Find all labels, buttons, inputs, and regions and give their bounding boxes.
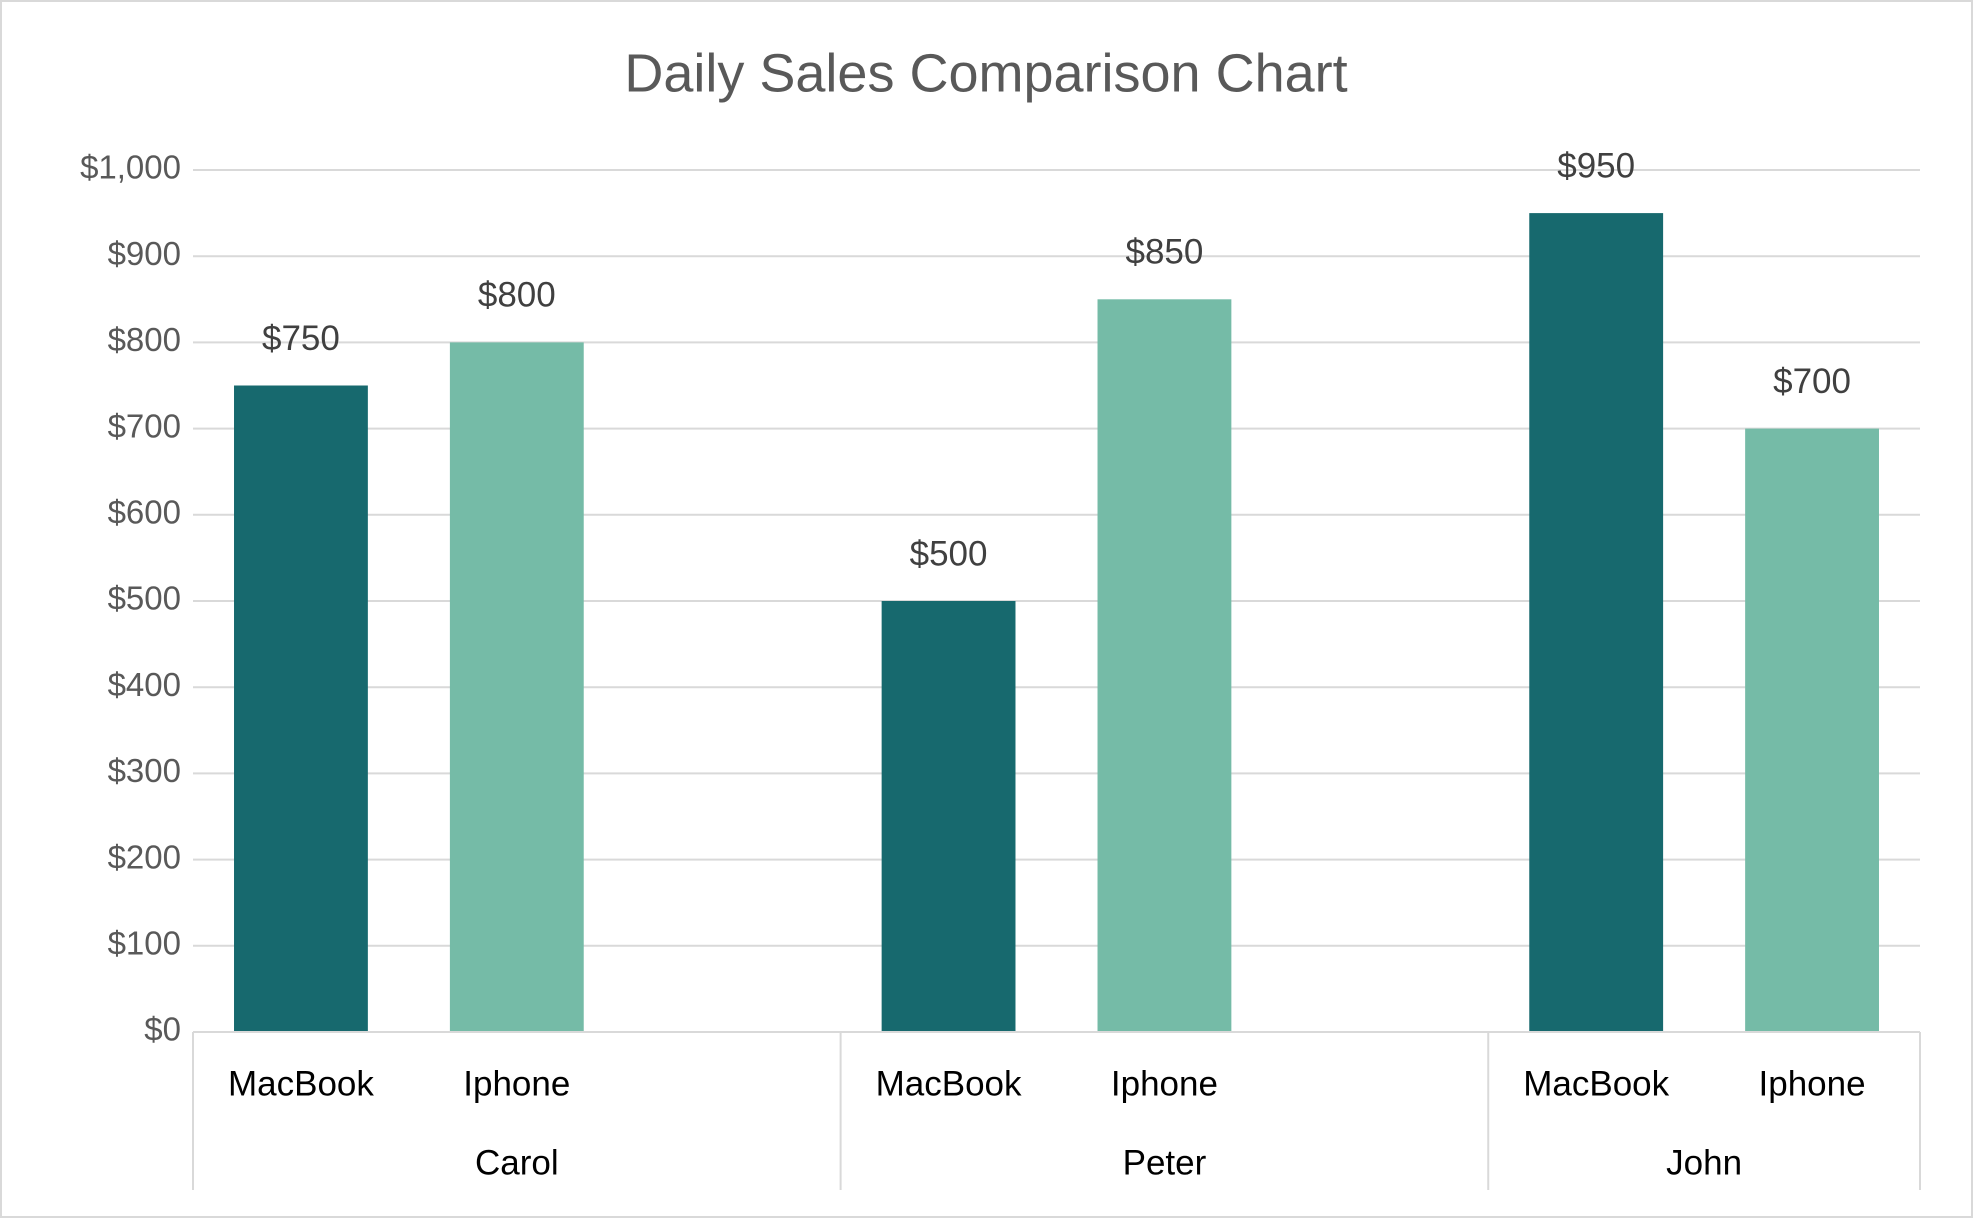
chart-title: Daily Sales Comparison Chart bbox=[624, 43, 1347, 103]
value-label: $500 bbox=[910, 534, 988, 573]
bar bbox=[1097, 299, 1232, 1032]
value-label: $700 bbox=[1773, 362, 1851, 401]
bar bbox=[1745, 428, 1879, 1033]
y-tick-label: $800 bbox=[108, 321, 181, 358]
value-label: $800 bbox=[478, 276, 556, 315]
bar bbox=[234, 385, 368, 1032]
group-label: John bbox=[1666, 1143, 1742, 1182]
y-tick-label: $300 bbox=[108, 752, 181, 789]
x-tick-label: Iphone bbox=[1759, 1064, 1866, 1103]
value-label: $950 bbox=[1557, 146, 1635, 185]
x-tick-label: Iphone bbox=[463, 1064, 570, 1103]
y-tick-label: $0 bbox=[144, 1011, 181, 1048]
y-tick-label: $200 bbox=[108, 838, 181, 875]
bar bbox=[881, 601, 1016, 1032]
y-tick-label: $900 bbox=[108, 235, 181, 272]
bar bbox=[1529, 213, 1664, 1033]
bar bbox=[449, 342, 584, 1032]
y-tick-label: $600 bbox=[108, 494, 181, 531]
y-tick-label: $500 bbox=[108, 580, 181, 617]
x-tick-label: MacBook bbox=[1523, 1064, 1669, 1103]
y-tick-label: $100 bbox=[108, 925, 181, 962]
value-label: $850 bbox=[1126, 233, 1204, 272]
x-tick-label: MacBook bbox=[228, 1064, 374, 1103]
y-tick-label: $400 bbox=[108, 666, 181, 703]
x-tick-label: Iphone bbox=[1111, 1064, 1218, 1103]
y-tick-label: $700 bbox=[108, 407, 181, 444]
value-label: $750 bbox=[262, 319, 340, 358]
group-label: Peter bbox=[1123, 1143, 1207, 1182]
x-tick-label: MacBook bbox=[876, 1064, 1022, 1103]
group-label: Carol bbox=[475, 1143, 559, 1182]
y-tick-label: $1,000 bbox=[80, 149, 181, 186]
